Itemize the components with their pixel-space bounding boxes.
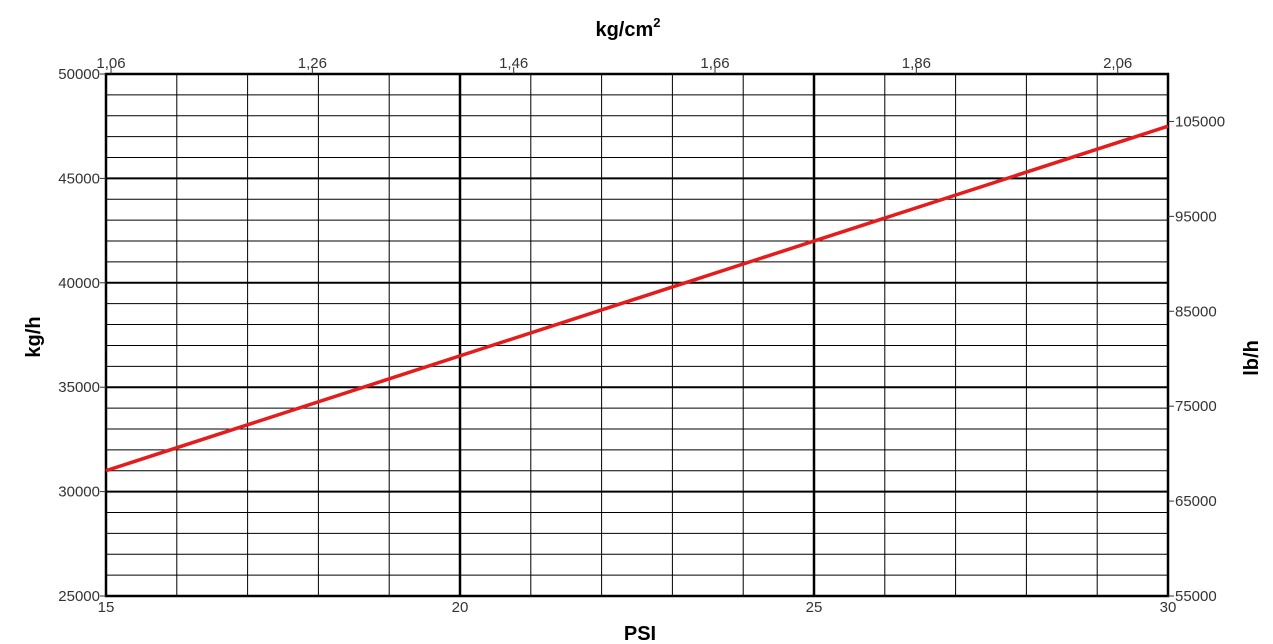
x-top-tick-label: 1,46	[499, 55, 528, 72]
y-right-axis-title: lb/h	[1241, 340, 1263, 376]
y-right-tick-label: 65000	[1175, 493, 1217, 510]
plot-frame	[104, 72, 1170, 598]
tick-labels: 15 20 25 30 1,06 1,26 1,46 1,66 1,86 2,06 25000 300…	[58, 55, 1225, 616]
y-right-tick-label: 95000	[1175, 208, 1217, 225]
x-tick-label: 15	[98, 599, 115, 616]
x-top-axis-title: kg/cm2	[595, 15, 660, 41]
y-right-tick-label: 55000	[1175, 588, 1217, 605]
y-tick-label: 50000	[58, 66, 100, 83]
x-top-tick-label: 1,06	[96, 55, 125, 72]
x-top-tick-label: 2,06	[1103, 55, 1132, 72]
y-tick-label: 30000	[58, 484, 100, 501]
x-tick-label: 20	[452, 599, 469, 616]
y-axis-title: kg/h	[23, 316, 45, 357]
x-tick-label: 30	[1160, 599, 1177, 616]
y-tick-label: 25000	[58, 588, 100, 605]
x-top-tick-label: 1,86	[902, 55, 931, 72]
x-tick-label: 25	[806, 599, 823, 616]
y-right-tick-label: 85000	[1175, 303, 1217, 320]
y-right-tick-label: 105000	[1175, 113, 1225, 130]
y-tick-label: 45000	[58, 170, 100, 187]
y-tick-label: 35000	[58, 379, 100, 396]
x-top-tick-label: 1,66	[700, 55, 729, 72]
x-axis-title: PSI	[624, 623, 656, 644]
grid	[104, 72, 1170, 598]
series	[105, 124, 1169, 473]
series-line-0	[105, 124, 1169, 473]
x-top-tick-label: 1,26	[298, 55, 327, 72]
y-right-tick-label: 75000	[1175, 398, 1217, 415]
y-tick-label: 40000	[58, 275, 100, 292]
